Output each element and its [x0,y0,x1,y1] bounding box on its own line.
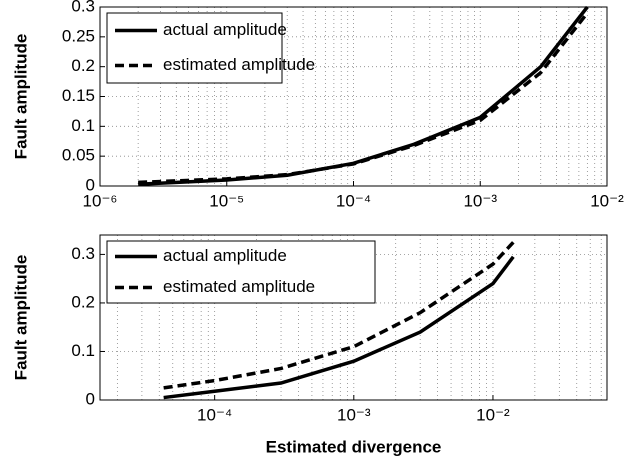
y-tick-label: 0.2 [71,292,95,311]
y-tick-label: 0.1 [71,116,95,135]
y-tick-label: 0.25 [62,26,95,45]
chart: 10⁻⁴ 10⁻³ 10⁻² 0 0.1 0.2 0.3 Fault amplitude Est… [11,234,608,456]
y-tick-label: 0 [86,175,95,194]
y-tick-label: 0 [86,389,95,408]
x-tick-label: 10⁻⁴ [197,405,232,424]
legend-box [106,240,376,304]
y-axis-label: Fault amplitude [11,255,30,381]
y-tick-label: 0.1 [71,341,95,360]
y-tick-label: 0.15 [62,86,95,105]
y-axis-label: Fault amplitude [11,34,30,160]
x-tick-label: 10⁻² [476,405,510,424]
line-series [138,11,589,185]
legend-box [106,12,283,84]
line-series [163,241,515,390]
plot-frame [99,234,608,401]
x-tick-label: 10⁻⁴ [336,191,371,210]
x-tick-label: 10⁻⁶ [83,191,118,210]
x-tick-label: 10⁻³ [337,405,371,424]
x-tick-label: 10⁻⁵ [209,191,244,210]
x-tick-label: 10⁻² [590,191,624,210]
legend-label: estimated amplitude [163,55,315,74]
legend-label: estimated amplitude [163,277,315,296]
x-axis-label: Estimated divergence [266,437,442,456]
plot-frame [99,6,608,187]
line-series [163,255,515,400]
legend-label: actual amplitude [163,20,287,39]
y-tick-label: 0.3 [71,0,95,15]
y-tick-label: 0.05 [62,146,95,165]
legend-label: actual amplitude [163,246,287,265]
y-tick-label: 0.3 [71,244,95,263]
x-tick-label: 10⁻³ [463,191,497,210]
chart: 10⁻⁶ 10⁻⁵ 10⁻⁴ 10⁻³ 10⁻² 0 0.05 0.1 0.15 0.2 0.25 0… [11,0,624,210]
y-tick-label: 0.2 [71,56,95,75]
